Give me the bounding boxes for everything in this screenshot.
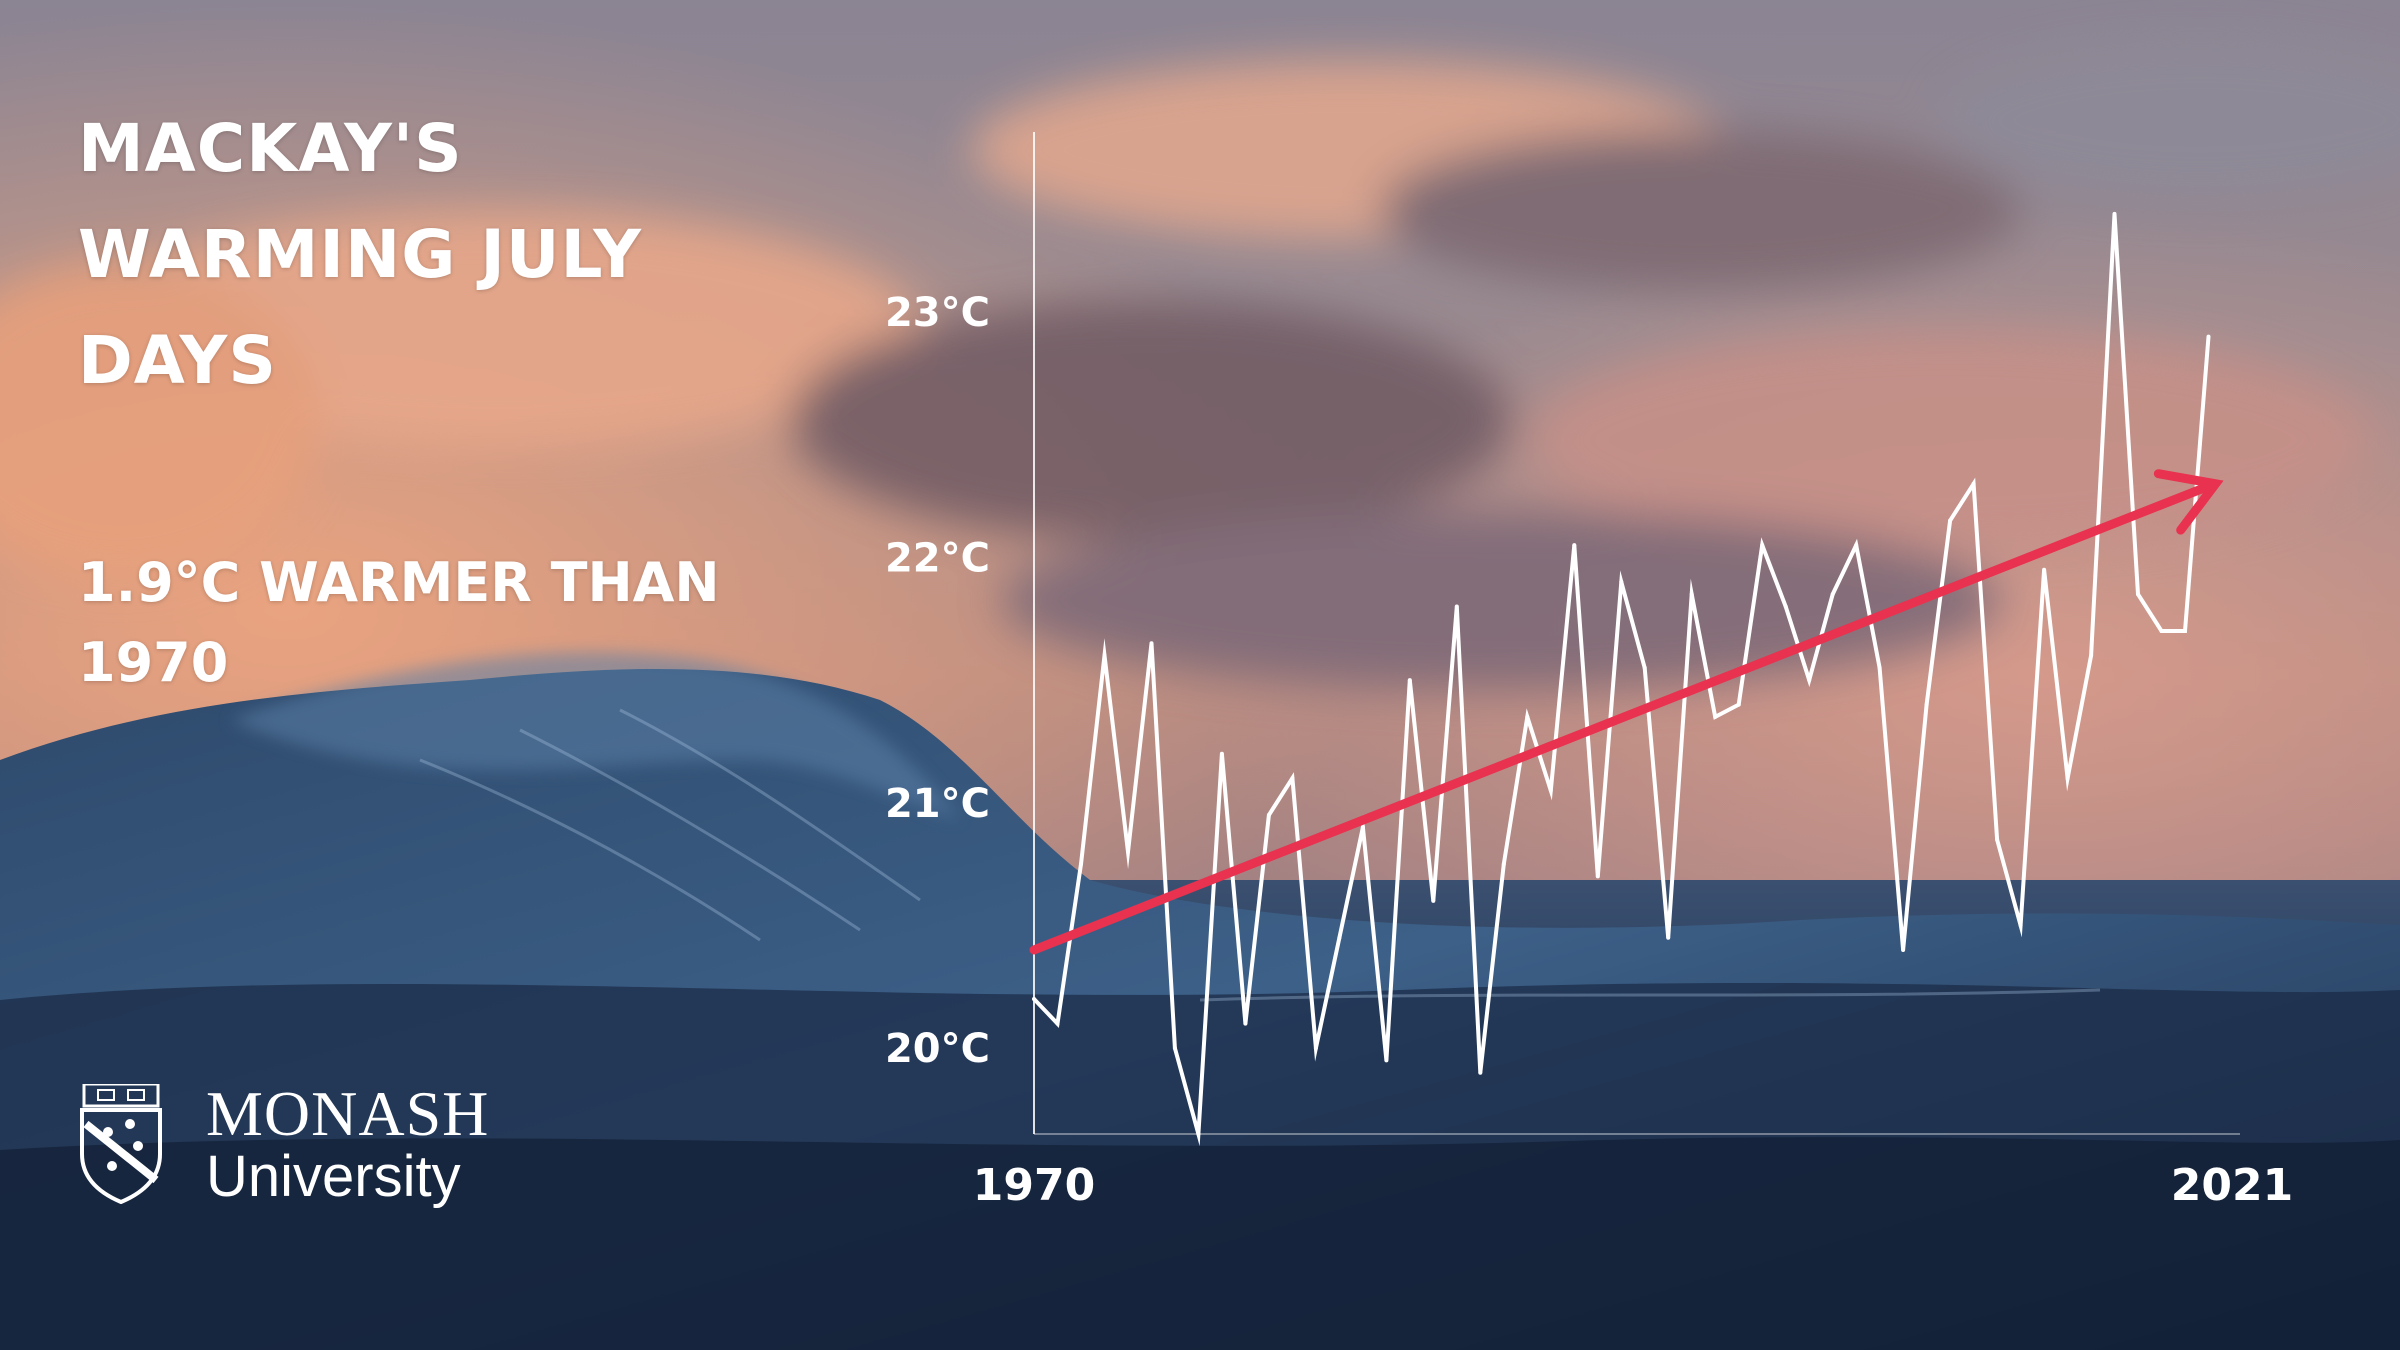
data-point xyxy=(1877,665,1882,670)
data-point xyxy=(1313,1046,1318,1051)
data-point xyxy=(1219,751,1224,756)
y-tick-label: 20°C xyxy=(885,1026,990,1072)
data-point xyxy=(1478,1070,1483,1075)
data-point xyxy=(1266,813,1271,817)
trend-arrow-line xyxy=(1029,481,2215,955)
data-point xyxy=(2089,653,2094,658)
data-point xyxy=(1548,788,1553,793)
data-point xyxy=(1830,592,1835,597)
data-point xyxy=(2183,629,2187,633)
data-point xyxy=(1995,837,2000,842)
monash-logo: MONASH University xyxy=(78,1082,538,1222)
data-point xyxy=(1102,653,1107,658)
data-point xyxy=(1666,935,1671,940)
x-tick-label: 2021 xyxy=(2171,1160,2293,1211)
data-point xyxy=(1055,1021,1060,1026)
data-point xyxy=(1901,948,1906,952)
y-tick-label: 21°C xyxy=(885,781,990,827)
data-point xyxy=(1079,862,1083,867)
data-point xyxy=(1407,678,1412,683)
data-point xyxy=(1713,714,1718,719)
data-point xyxy=(1783,604,1788,609)
y-tick-labels: 20°C 21°C 22°C 23°C xyxy=(885,290,990,1072)
monash-shield-icon xyxy=(80,1084,162,1204)
data-point xyxy=(1595,874,1600,879)
series-line-july-temperature xyxy=(1032,213,2211,1147)
logo-name: MONASH xyxy=(206,1078,490,1149)
data-point xyxy=(1971,481,1976,486)
data-point xyxy=(1736,702,1741,707)
data-point xyxy=(1126,849,1130,854)
x-tick-labels: 1970 2021 xyxy=(973,1160,2293,1211)
data-point xyxy=(2018,923,2023,928)
data-point xyxy=(1149,641,1154,646)
data-point xyxy=(1854,543,1859,548)
data-point xyxy=(1454,604,1459,609)
data-point xyxy=(1431,898,1436,903)
data-point xyxy=(2136,592,2140,597)
data-point xyxy=(2112,211,2117,216)
data-point xyxy=(1924,702,1929,707)
data-point xyxy=(1384,1058,1389,1063)
data-point xyxy=(2065,776,2070,781)
data-point xyxy=(1807,678,1812,683)
data-point xyxy=(2159,629,2164,633)
data-point xyxy=(1572,543,1577,548)
data-point xyxy=(1501,862,1506,867)
data-point xyxy=(1948,518,1953,523)
y-tick-label: 23°C xyxy=(885,290,990,336)
data-point xyxy=(1525,714,1530,719)
logo-sub: University xyxy=(206,1144,461,1209)
data-point xyxy=(1172,1046,1177,1051)
data-point xyxy=(1196,1132,1201,1136)
data-point xyxy=(1689,592,1694,597)
data-point xyxy=(1337,935,1342,940)
x-tick-label: 1970 xyxy=(973,1160,1095,1211)
data-point xyxy=(2042,567,2047,572)
data-point xyxy=(1360,825,1365,830)
data-points xyxy=(1032,211,2211,1136)
data-point xyxy=(2206,334,2211,339)
chart-title: MACKAY'S WARMING JULY DAYS xyxy=(78,110,643,399)
data-point xyxy=(1032,997,1036,1001)
trend-arrowhead xyxy=(2153,469,2224,535)
logo-wordmark: MONASH University xyxy=(206,1082,489,1206)
chart-annotation: 1.9°C WARMER THAN 1970 xyxy=(78,551,720,694)
data-point xyxy=(1760,543,1765,548)
data-point xyxy=(1642,665,1647,670)
data-point xyxy=(1290,776,1295,781)
data-point xyxy=(1619,579,1624,584)
data-point xyxy=(1243,1021,1248,1026)
y-tick-label: 22°C xyxy=(885,535,990,581)
